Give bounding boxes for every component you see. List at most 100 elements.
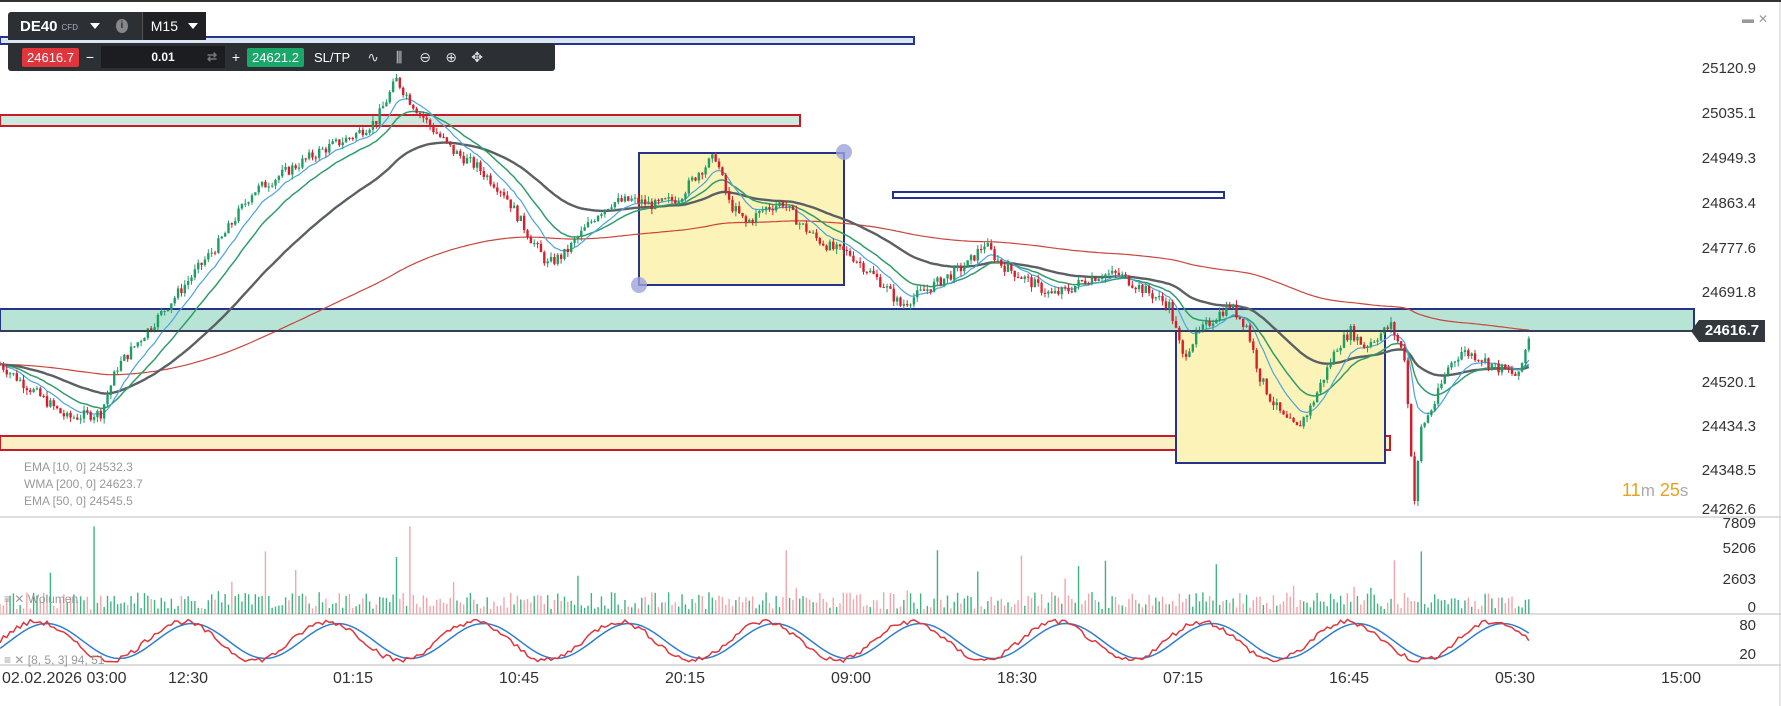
candle-body bbox=[1037, 279, 1040, 283]
volume-bar bbox=[100, 595, 102, 614]
candle-body bbox=[1433, 403, 1436, 411]
minimize-icon[interactable]: ▬ bbox=[1742, 12, 1754, 26]
candle-body bbox=[428, 119, 432, 127]
volume-bar bbox=[113, 595, 115, 614]
candle-body bbox=[1121, 274, 1124, 276]
stoch-legend[interactable]: ≡ ✕ [8, 5, 3] 94, 51 bbox=[4, 653, 105, 667]
candle-body bbox=[748, 219, 751, 223]
candle-body bbox=[855, 261, 858, 263]
volume-bar bbox=[1185, 598, 1187, 614]
lot-size-input[interactable]: 0.01 ⇄ bbox=[101, 46, 225, 68]
line-chart-icon[interactable]: ∿ bbox=[367, 48, 379, 65]
volume-bar bbox=[53, 606, 55, 614]
candle-body bbox=[1057, 290, 1060, 295]
candle-body bbox=[200, 262, 203, 265]
indicator-legend-wma200[interactable]: WMA [200, 0] 24623.7 bbox=[24, 477, 143, 491]
volume-bar bbox=[214, 599, 216, 614]
volume-bar bbox=[583, 607, 586, 614]
volume-bar bbox=[1360, 604, 1362, 614]
volume-bar bbox=[604, 605, 606, 614]
volume-bar bbox=[385, 598, 388, 614]
volume-bar bbox=[563, 596, 566, 614]
timeframe-selector[interactable]: M15 bbox=[141, 12, 206, 40]
volume-bar bbox=[993, 605, 996, 614]
volume-bar bbox=[83, 600, 85, 614]
volume-legend[interactable]: ≡ ✕ Wolumen bbox=[4, 592, 79, 606]
symbol-dropdown-icon[interactable] bbox=[89, 23, 100, 29]
candle-body bbox=[351, 138, 354, 140]
volume-bar bbox=[758, 604, 761, 614]
buy-price-button[interactable]: 24621.2 bbox=[247, 47, 304, 67]
volume-bar bbox=[1363, 600, 1365, 614]
candle-body bbox=[1238, 317, 1242, 319]
candle-body bbox=[0, 364, 2, 366]
candle-body bbox=[375, 120, 378, 125]
symbol-name[interactable]: DE40 bbox=[20, 17, 58, 35]
candle-body bbox=[66, 412, 69, 417]
candle-body bbox=[1013, 270, 1016, 277]
volume-bar bbox=[489, 608, 492, 614]
candle-body bbox=[72, 417, 76, 419]
candle-body bbox=[1060, 287, 1063, 295]
volume-bar bbox=[345, 595, 347, 614]
candle-body bbox=[650, 201, 654, 210]
volume-bar bbox=[590, 593, 593, 614]
candle-body bbox=[230, 223, 234, 225]
lot-plus-button[interactable]: + bbox=[231, 49, 241, 65]
candle-body bbox=[1346, 334, 1349, 341]
zoom-out-icon[interactable]: ⊖ bbox=[419, 48, 431, 65]
candle-body bbox=[1302, 417, 1305, 427]
volume-bar bbox=[271, 607, 273, 614]
candle-body bbox=[1063, 287, 1067, 289]
candle-body bbox=[838, 244, 842, 247]
candle-body bbox=[1231, 304, 1235, 308]
volume-bar bbox=[1118, 604, 1120, 614]
close-icon[interactable]: ✕ bbox=[1758, 12, 1769, 26]
volume-bar bbox=[953, 601, 955, 614]
volume-bar bbox=[1356, 596, 1359, 614]
volume-bar bbox=[399, 598, 401, 614]
candle-body bbox=[267, 186, 270, 188]
volume-bar bbox=[1417, 602, 1419, 614]
candle-body bbox=[1104, 274, 1107, 279]
candle-body bbox=[559, 254, 563, 259]
candle-body bbox=[1477, 360, 1480, 362]
volume-bar bbox=[1276, 605, 1278, 614]
volume-bar bbox=[194, 601, 196, 614]
move-icon[interactable]: ✥ bbox=[471, 48, 483, 65]
volume-bar bbox=[738, 596, 740, 614]
volume-bar bbox=[1491, 598, 1493, 614]
candle-body bbox=[556, 254, 559, 264]
volume-bar bbox=[1497, 597, 1500, 614]
candles-icon[interactable]: ⫼ bbox=[395, 48, 403, 65]
candle-body bbox=[643, 199, 647, 205]
candle-body bbox=[694, 177, 697, 181]
candle-body bbox=[882, 287, 885, 289]
chevron-down-icon bbox=[188, 23, 198, 29]
candle-body bbox=[59, 408, 62, 414]
zoom-in-icon[interactable]: ⊕ bbox=[445, 48, 457, 65]
volume-bar bbox=[200, 608, 203, 614]
sltp-button[interactable]: SL/TP bbox=[314, 49, 351, 65]
indicator-legend-ema10[interactable]: EMA [10, 0] 24532.3 bbox=[24, 460, 133, 474]
volume-bar bbox=[1034, 592, 1036, 614]
candle-body bbox=[795, 209, 798, 225]
candle-body bbox=[321, 148, 324, 150]
volume-bar bbox=[842, 592, 845, 614]
candle-body bbox=[1070, 291, 1074, 293]
zone-red-lower bbox=[0, 435, 1391, 451]
volume-bar bbox=[26, 592, 28, 614]
info-icon[interactable]: i bbox=[115, 19, 128, 33]
lot-minus-button[interactable]: − bbox=[85, 49, 95, 65]
swap-icon[interactable]: ⇄ bbox=[206, 50, 217, 64]
sell-price-button[interactable]: 24616.7 bbox=[22, 47, 79, 67]
indicator-legend-ema50[interactable]: EMA [50, 0] 24545.5 bbox=[24, 494, 133, 508]
volume-bar bbox=[1430, 602, 1433, 614]
volume-bar bbox=[432, 605, 435, 614]
rectangle-range-1 bbox=[638, 152, 845, 286]
volume-bar bbox=[1255, 596, 1258, 614]
candle-body bbox=[354, 133, 358, 139]
candle-body bbox=[307, 152, 311, 159]
